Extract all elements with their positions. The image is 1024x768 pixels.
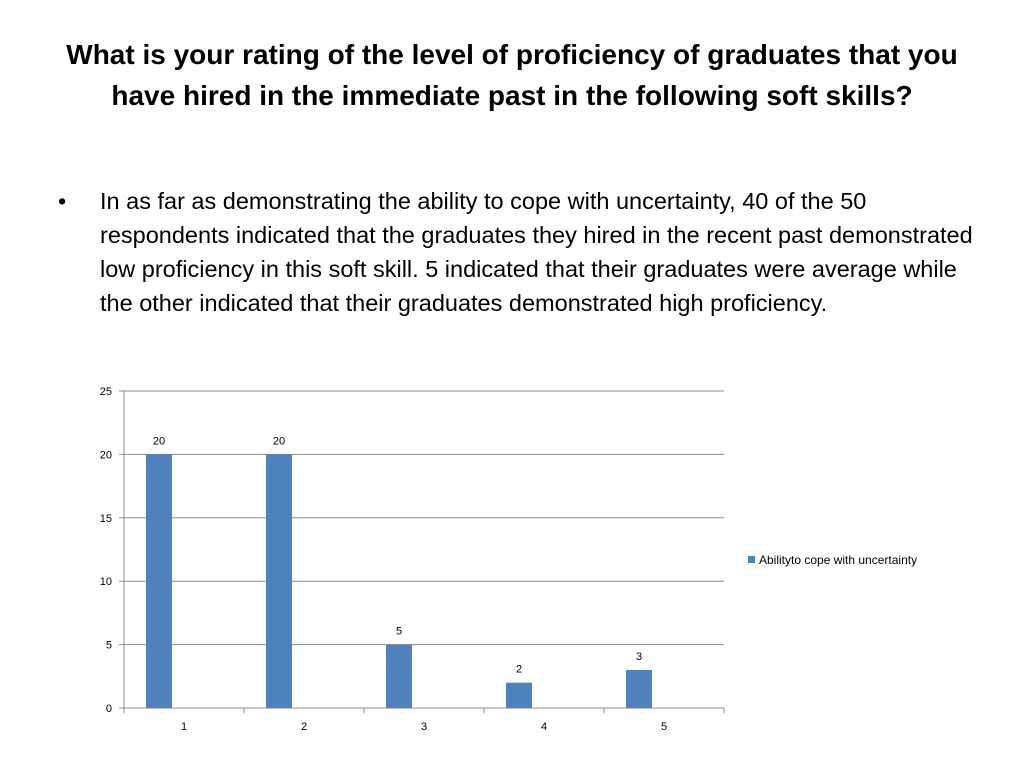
- chart-axes: [119, 390, 725, 713]
- x-tick-label: 5: [661, 721, 667, 733]
- y-tick-label: 15: [100, 513, 112, 525]
- chart-legend: Abilityto cope with uncertainty: [748, 553, 917, 567]
- bar: [146, 454, 172, 708]
- bullet-marker: •: [58, 188, 67, 214]
- data-label: 5: [396, 626, 402, 638]
- data-label: 2: [516, 664, 522, 676]
- data-label: 3: [636, 651, 642, 663]
- legend-label: Abilityto cope with uncertainty: [759, 553, 917, 567]
- y-tick-label: 20: [100, 449, 112, 461]
- chart-bars: [146, 454, 652, 708]
- x-tick-label: 3: [421, 721, 427, 733]
- y-tick-label: 25: [100, 386, 112, 398]
- bar: [266, 454, 292, 708]
- x-tick-label: 1: [181, 721, 187, 733]
- data-label: 20: [273, 435, 285, 447]
- data-label: 20: [153, 435, 165, 447]
- y-tick-label: 5: [106, 640, 112, 652]
- x-tick-label: 2: [301, 721, 307, 733]
- legend-swatch: [748, 556, 755, 563]
- bullet-text: In as far as demonstrating the ability t…: [100, 188, 973, 316]
- chart-gridlines: [124, 390, 724, 646]
- y-tick-label: 0: [106, 703, 112, 715]
- bar: [626, 669, 652, 708]
- x-tick-label: 4: [541, 721, 547, 733]
- bar: [506, 682, 532, 708]
- bar: [386, 644, 412, 708]
- slide-title: What is your rating of the level of prof…: [66, 39, 958, 111]
- y-tick-label: 10: [100, 576, 112, 588]
